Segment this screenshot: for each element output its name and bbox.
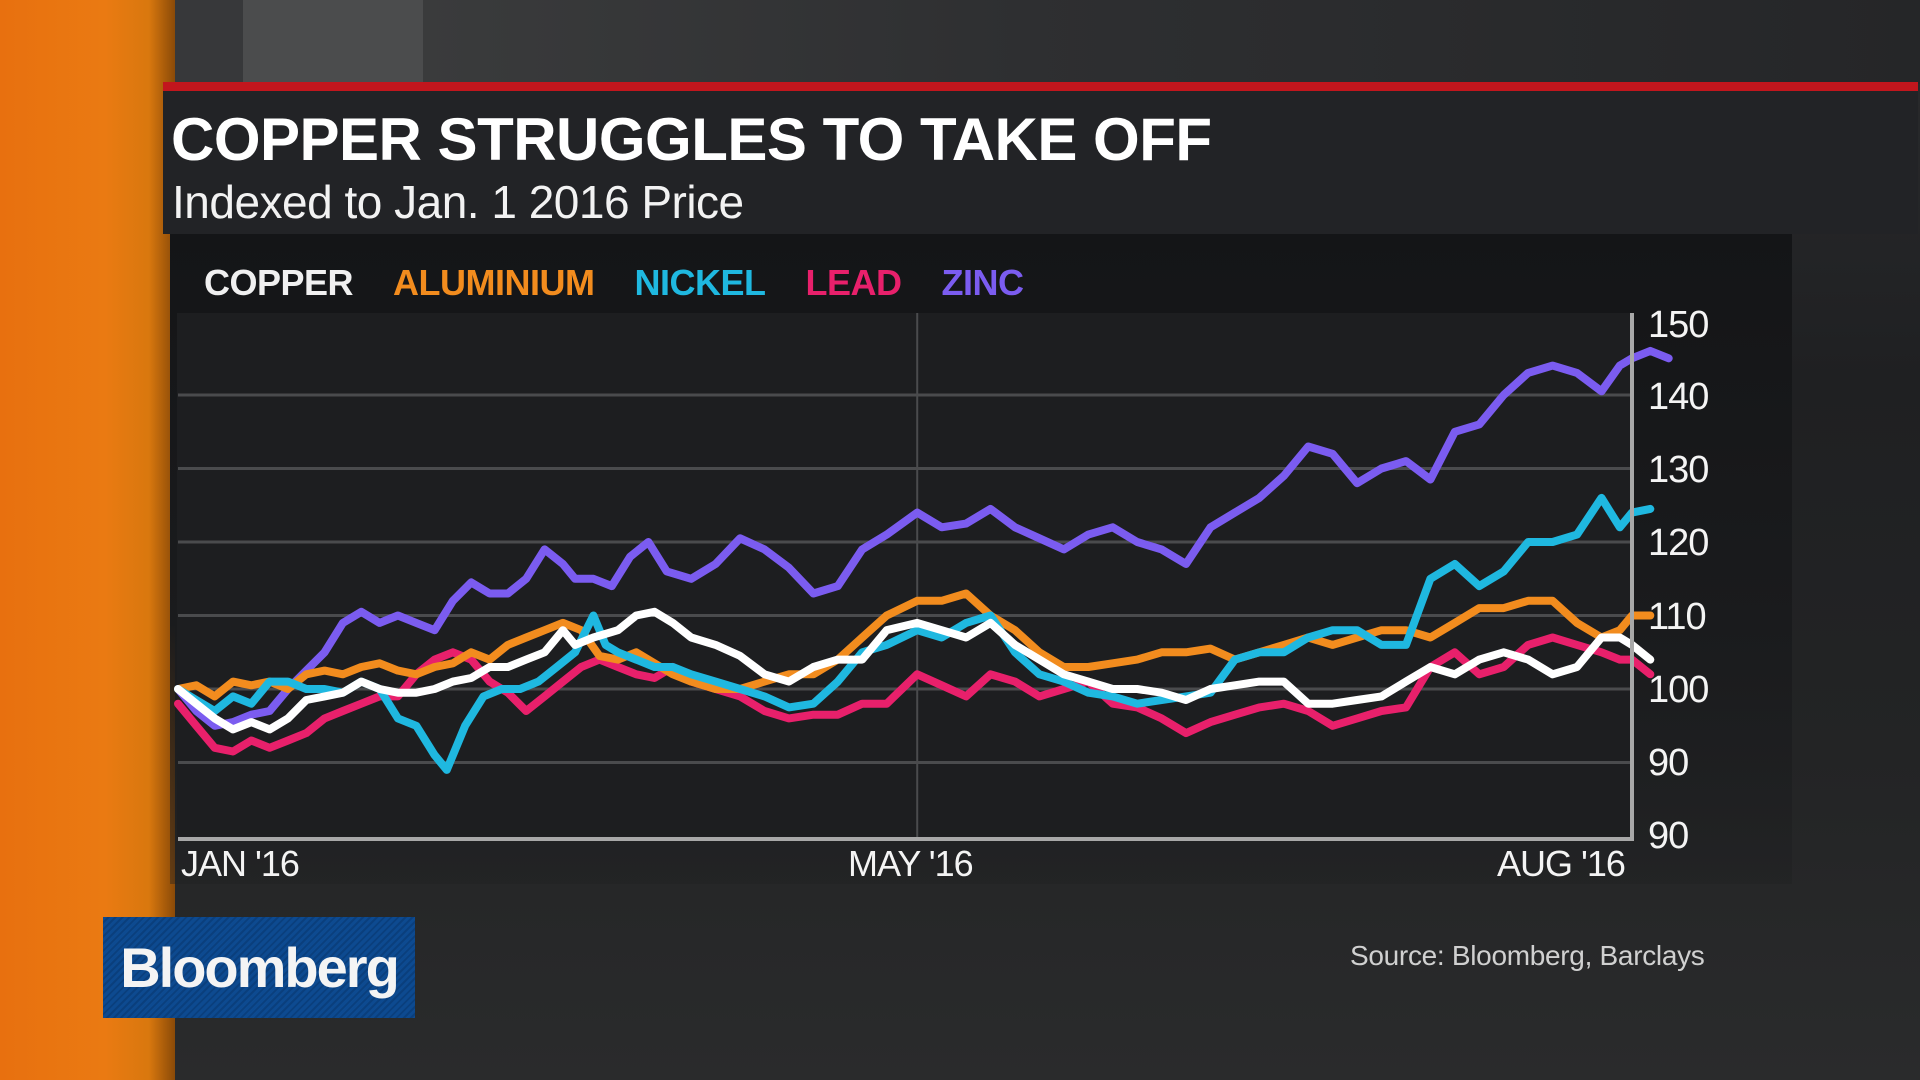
background-band-light [243, 0, 423, 84]
logo-text: Bloomberg [120, 936, 400, 999]
series-lines [174, 346, 1673, 774]
gridlines [178, 313, 1632, 838]
y-tick: 120 [1648, 522, 1709, 564]
chart-title: COPPER STRUGGLES TO TAKE OFF [171, 106, 1212, 173]
x-tick-aug: AUG '16 [1497, 843, 1626, 884]
y-tick: 150 [1648, 304, 1709, 346]
legend-item-copper: COPPER [204, 262, 354, 303]
y-tick: 130 [1648, 449, 1709, 491]
x-tick-jan: JAN '16 [181, 843, 300, 884]
series-line-copper [174, 607, 1655, 734]
legend-item-nickel: NICKEL [634, 262, 767, 303]
series-line-nickel [174, 493, 1655, 774]
chart-panel: COPPER ALUMINIUM NICKEL LEAD ZINC [170, 234, 1792, 884]
source-note: Source: Bloomberg, Barclays [1350, 940, 1705, 971]
title-panel: COPPER STRUGGLES TO TAKE OFF Indexed to … [163, 82, 1918, 234]
orange-side-strip [0, 0, 175, 1080]
chart-subtitle: Indexed to Jan. 1 2016 Price [172, 176, 744, 228]
plot-area [177, 313, 1633, 839]
legend-item-zinc: ZINC [941, 262, 1025, 303]
axis-lines [178, 313, 1634, 841]
background-band-dark [423, 0, 1920, 84]
y-tick: 90 [1648, 742, 1689, 784]
legend: COPPER ALUMINIUM NICKEL LEAD ZINC [204, 262, 1024, 304]
y-tick: 110 [1648, 596, 1707, 638]
y-tick: 90 [1648, 815, 1689, 857]
axes [178, 313, 1634, 841]
background-band [175, 0, 243, 84]
legend-item-aluminium: ALUMINIUM [393, 262, 595, 303]
y-tick: 140 [1648, 376, 1709, 418]
y-tick: 100 [1648, 669, 1709, 711]
series-line-zinc [174, 346, 1673, 730]
bloomberg-logo: Bloomberg [103, 917, 415, 1018]
x-tick-may: MAY '16 [848, 843, 974, 884]
legend-item-lead: LEAD [805, 262, 903, 303]
